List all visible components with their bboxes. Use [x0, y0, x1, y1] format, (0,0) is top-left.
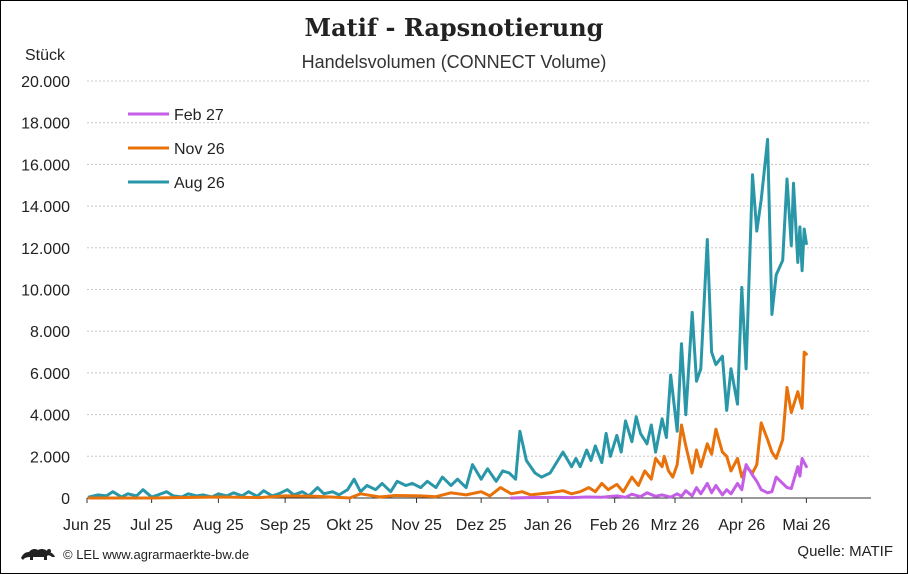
- y-tick-label: 8.000: [30, 324, 70, 341]
- footer-credit: © LEL www.agrarmaerkte-bw.de: [19, 546, 249, 562]
- legend-label: Nov 26: [174, 141, 225, 158]
- series-line-nov-26: [87, 350, 808, 500]
- y-tick-label: 6.000: [30, 366, 70, 383]
- y-tick-label: 20.000: [21, 74, 70, 91]
- x-tick-label: Mrz 26: [651, 517, 700, 534]
- y-tick-label: 12.000: [21, 241, 70, 258]
- x-tick-label: Dez 25: [456, 517, 507, 534]
- y-tick-label: 2.000: [30, 449, 70, 466]
- x-tick-label: Jan 26: [524, 517, 572, 534]
- x-tick-label: Aug 25: [193, 517, 244, 534]
- x-tick-label: Jun 25: [63, 517, 111, 534]
- series-line-aug-26: [87, 137, 808, 499]
- series-line-feb-27: [509, 456, 808, 500]
- y-tick-label: 10.000: [21, 283, 70, 300]
- x-tick-label: Okt 25: [326, 517, 373, 534]
- y-axis-label: Stück: [25, 47, 66, 64]
- legend-label: Feb 27: [174, 107, 224, 124]
- y-tick-label: 4.000: [30, 408, 70, 425]
- credit-text: © LEL www.agrarmaerkte-bw.de: [63, 546, 250, 562]
- x-tick-label: Jul 25: [130, 517, 173, 534]
- y-tick-label: 16.000: [21, 157, 70, 174]
- chart-subtitle: Handelsvolumen (CONNECT Volume): [301, 52, 607, 72]
- chart-title: Matif - Rapsnotierung: [304, 13, 604, 42]
- legend-label: Aug 26: [174, 175, 225, 192]
- x-tick-label: Mai 26: [782, 517, 830, 534]
- x-tick-label: Apr 26: [718, 517, 765, 534]
- source-text: Quelle: MATIF: [797, 543, 893, 560]
- y-tick-label: 14.000: [21, 199, 70, 216]
- x-tick-label: Nov 25: [391, 517, 442, 534]
- y-tick-label: 18.000: [21, 116, 70, 133]
- y-tick-label: 0: [61, 491, 70, 508]
- x-tick-label: Feb 26: [590, 517, 640, 534]
- lion-icon: [21, 548, 55, 560]
- x-tick-label: Sep 25: [260, 517, 311, 534]
